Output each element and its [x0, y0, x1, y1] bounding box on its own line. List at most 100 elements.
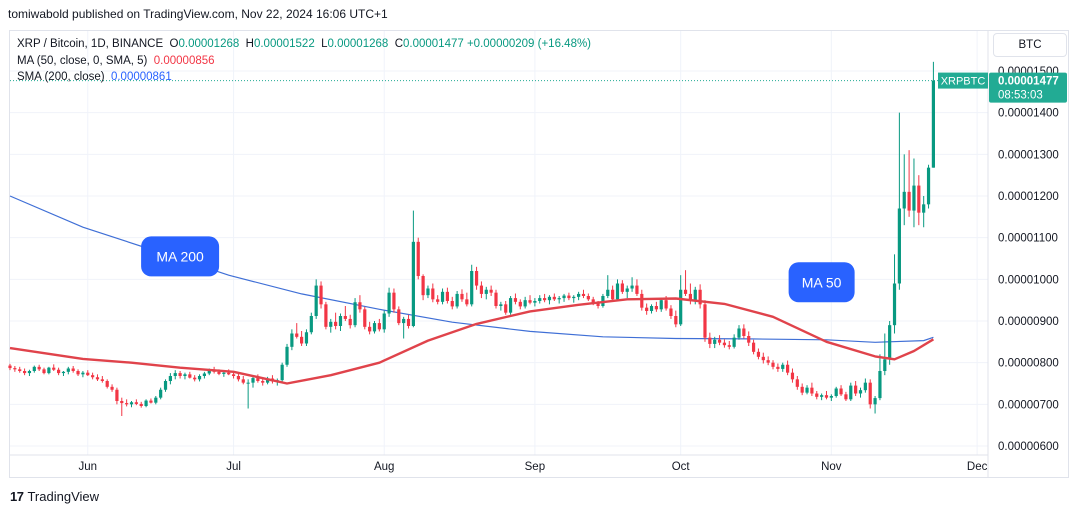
candle-body	[776, 366, 780, 369]
candle-body	[57, 369, 61, 374]
candle-body	[786, 364, 790, 373]
candle-body	[426, 288, 430, 296]
candle-body	[557, 298, 561, 300]
candle-body	[810, 387, 814, 394]
candle-body	[460, 293, 464, 300]
candle-body	[314, 285, 318, 316]
candle-body	[139, 403, 143, 406]
candle-body	[304, 332, 309, 344]
legend-sma200-row[interactable]: SMA (200, close) 0.00000861	[17, 69, 591, 86]
candle-body	[265, 378, 270, 383]
candle-body	[547, 296, 552, 301]
candle-body	[669, 308, 673, 316]
legend-close-value: 0.00001477	[403, 38, 464, 50]
candle-body	[66, 368, 70, 372]
legend-ma50-row[interactable]: MA (50, close, 0, SMA, 5) 0.00000856	[17, 53, 591, 70]
candle-body	[664, 300, 668, 309]
candle-body	[596, 303, 600, 306]
candle-body	[13, 368, 17, 370]
candle-body	[8, 365, 12, 369]
candle-body	[654, 306, 658, 310]
candle-body	[892, 283, 897, 326]
legend-low-label: L	[321, 38, 328, 50]
candle-body	[484, 289, 488, 294]
candle-body	[747, 336, 751, 343]
candle-body	[290, 333, 294, 347]
candle-body	[338, 316, 343, 326]
candle-body	[800, 386, 804, 393]
candle-body	[508, 298, 513, 313]
candle-body	[241, 379, 245, 383]
legend-sma200-value: 0.00000861	[110, 71, 172, 83]
price-tag-price: 0.00001477	[998, 76, 1059, 88]
candle-body	[858, 390, 863, 394]
candle-body	[611, 289, 615, 300]
candle-body	[465, 299, 469, 305]
candle-body	[71, 368, 75, 371]
candle-body	[708, 337, 712, 344]
candle-body	[917, 185, 921, 213]
y-tick-label: 0.00000600	[998, 441, 1059, 453]
candle-body	[888, 325, 892, 360]
legend-ma50-label: MA (50, close, 0, SMA, 5)	[17, 54, 148, 67]
candle-body	[154, 397, 158, 403]
candle-body	[606, 289, 610, 296]
candle-body	[761, 356, 765, 361]
candle-body	[329, 321, 333, 327]
candle-body	[27, 371, 32, 374]
candle-body	[100, 379, 104, 381]
candle-body	[538, 298, 542, 301]
candle-body	[688, 293, 692, 301]
candle-body	[567, 295, 571, 299]
candle-body	[863, 382, 867, 391]
y-tick-label: 0.00001100	[998, 233, 1058, 245]
candle-body	[591, 299, 595, 304]
x-tick-label: Nov	[821, 461, 842, 473]
candle-body	[134, 402, 138, 404]
candle-body	[173, 373, 177, 376]
candle-body	[261, 381, 265, 383]
price-tag-countdown: 08:53:03	[998, 90, 1043, 102]
y-tick-label: 0.00000900	[998, 316, 1059, 328]
price-tag-box	[989, 72, 1067, 103]
candle-body	[382, 313, 386, 330]
annotation-badge	[788, 262, 855, 303]
candle-body	[523, 300, 527, 307]
candle-body	[518, 301, 522, 307]
currency-button[interactable]: BTC	[993, 33, 1067, 57]
candle-body	[81, 372, 85, 375]
price-tag-symbol: XRPBTC	[941, 76, 986, 88]
candle-body	[95, 377, 100, 380]
legend-sma200-label: SMA (200, close)	[17, 71, 105, 83]
candle-body	[324, 304, 328, 327]
candle-body	[236, 376, 241, 380]
legend-low-value: 0.00001268	[327, 38, 389, 50]
candle-body	[732, 337, 736, 347]
legend-symbol: XRP / Bitcoin, 1D, BINANCE	[17, 38, 164, 50]
candle-body	[513, 298, 518, 302]
candle-body	[479, 285, 484, 294]
candle-body	[411, 241, 415, 326]
candle-body	[431, 288, 435, 300]
candle-body	[737, 328, 741, 338]
candle-body	[499, 304, 503, 306]
candle-body	[129, 402, 134, 405]
candle-body	[125, 403, 129, 405]
candle-body	[912, 185, 916, 211]
legend-open-value: 0.00001268	[178, 38, 240, 50]
candle-body	[902, 191, 906, 209]
chart-legend: XRP / Bitcoin, 1D, BINANCE O0.00001268 H…	[17, 36, 591, 86]
candle-body	[47, 367, 51, 374]
candle-body	[285, 346, 289, 365]
candle-body	[309, 316, 313, 333]
candle-body	[868, 382, 872, 405]
candle-body	[295, 333, 299, 337]
candle-body	[377, 323, 381, 330]
candle-body	[771, 362, 775, 367]
candle-body	[363, 309, 367, 327]
candle-body	[144, 400, 148, 406]
candle-body	[120, 401, 124, 404]
candle-body	[416, 241, 420, 276]
candle-body	[319, 285, 323, 305]
